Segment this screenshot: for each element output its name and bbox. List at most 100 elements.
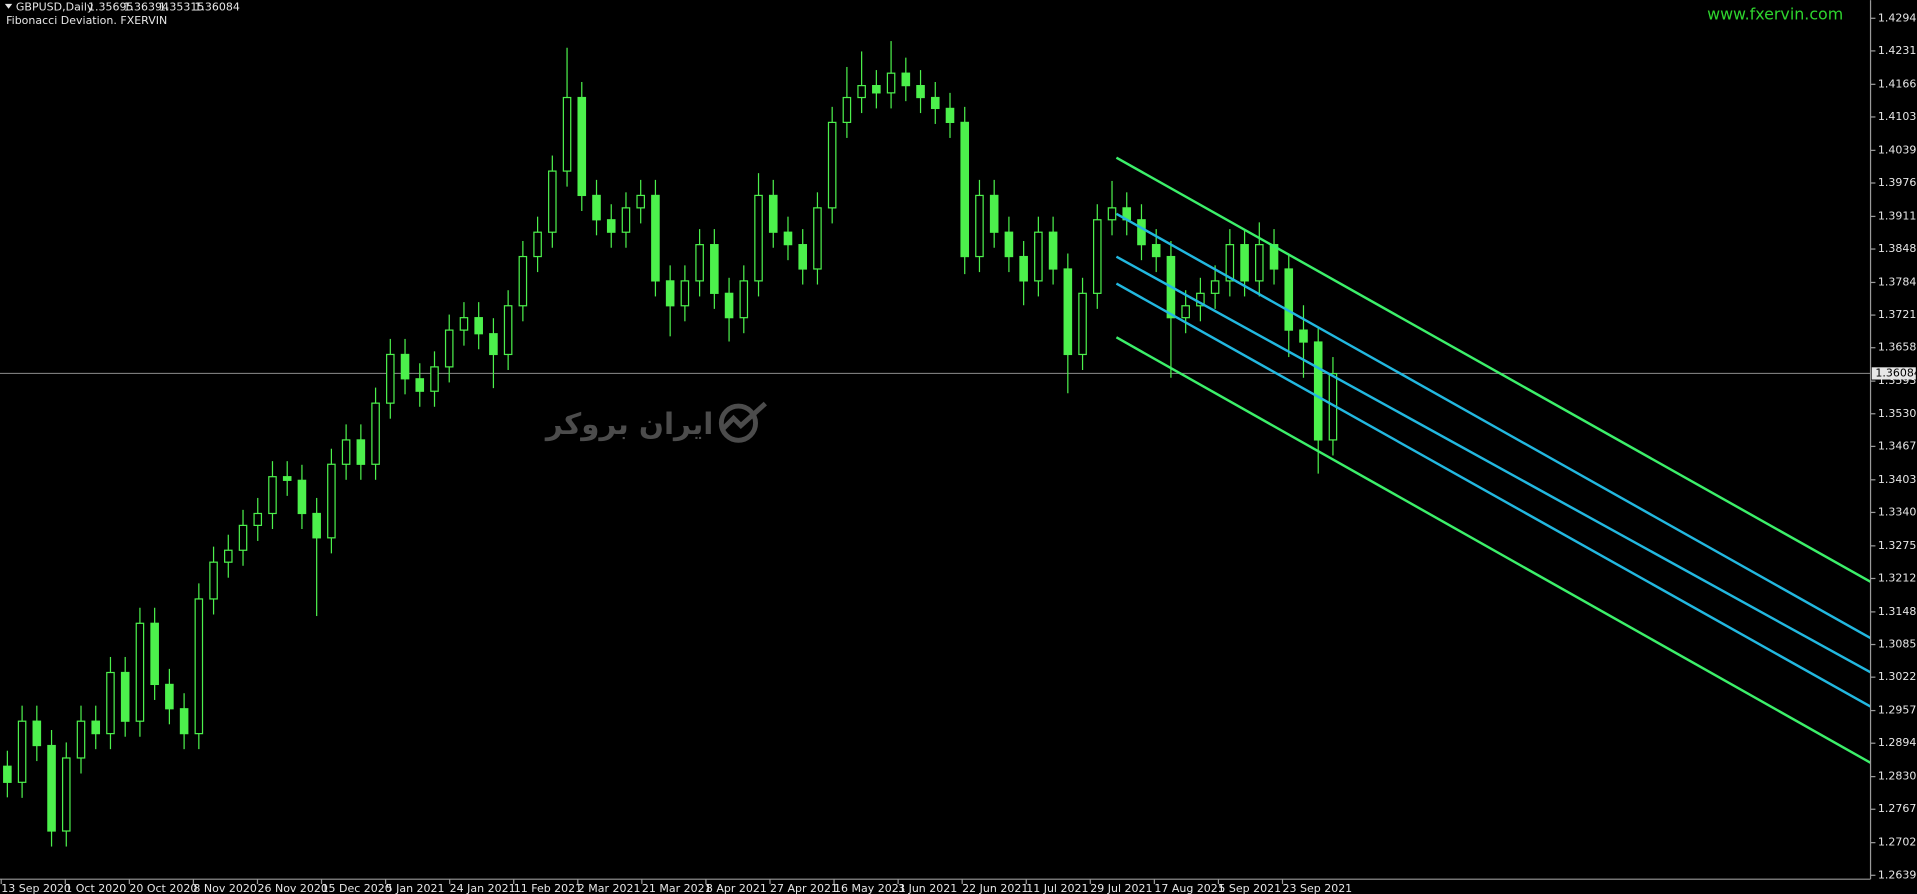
candle-body	[975, 194, 984, 258]
candle-body	[739, 280, 749, 319]
candle-body	[76, 720, 86, 759]
y-tick-label: 1.41665	[1878, 77, 1917, 90]
candle-body	[503, 305, 513, 356]
candle-body	[827, 121, 837, 209]
candle-body	[621, 207, 631, 233]
candle-body	[165, 683, 174, 710]
y-tick-label: 1.39760	[1878, 176, 1917, 189]
channel-line	[1115, 282, 1872, 708]
x-tick-label: 17 Aug 2021	[1154, 882, 1224, 894]
candle-body	[341, 439, 351, 465]
candle-body	[1181, 305, 1190, 319]
candle-body	[710, 244, 719, 294]
candle-body	[371, 402, 380, 465]
candle-body	[651, 194, 660, 282]
candle-body	[945, 107, 955, 124]
candle-body	[1240, 244, 1249, 282]
plot-area	[0, 41, 1872, 847]
x-tick-label: 5 Jan 2021	[386, 882, 445, 894]
current-price-label: 1.36084	[1875, 366, 1917, 379]
candle-body	[577, 96, 587, 197]
candle-body	[253, 512, 263, 527]
y-tick-label: 1.27670	[1878, 802, 1917, 815]
candle-body	[386, 353, 395, 404]
y-tick-label: 1.32125	[1878, 571, 1917, 584]
candle-body	[135, 622, 145, 722]
candle-body	[459, 317, 469, 331]
candle-body	[1313, 341, 1323, 441]
channel-line	[1115, 255, 1872, 674]
candle-body	[548, 170, 557, 233]
candle-body	[268, 476, 277, 515]
y-tick-label: 1.33400	[1878, 505, 1917, 518]
y-tick-label: 1.42940	[1878, 11, 1917, 24]
candle-body	[533, 231, 542, 258]
watermark-logo	[718, 403, 758, 443]
candle-body	[857, 85, 866, 99]
x-tick-label: 2 Mar 2021	[578, 882, 641, 894]
candle-body	[960, 121, 970, 258]
candle-body	[695, 244, 704, 282]
candle-body	[194, 598, 204, 735]
candle-body	[106, 671, 115, 735]
y-tick-label: 1.31480	[1878, 605, 1917, 618]
y-tick-label: 1.28300	[1878, 770, 1917, 783]
candle-body	[1225, 244, 1235, 282]
x-tick-label: 26 Nov 2020	[257, 882, 327, 894]
x-tick-label: 5 Sep 2021	[1218, 882, 1281, 894]
symbol-title: GBPUSD,Daily	[16, 0, 94, 13]
candle-body	[489, 333, 498, 356]
candle-body	[91, 720, 101, 735]
candle-body	[886, 72, 896, 94]
candle-body	[1299, 329, 1308, 343]
x-tick-label: 16 May 2021	[834, 882, 906, 894]
x-tick-label: 11 Feb 2021	[514, 882, 582, 894]
y-tick-label: 1.37840	[1878, 275, 1917, 288]
candle-body	[872, 85, 881, 94]
candle-body	[680, 280, 690, 307]
y-tick-label: 1.38485	[1878, 242, 1917, 255]
candle-body	[518, 255, 528, 307]
candle-body	[1137, 219, 1146, 246]
y-tick-label: 1.28945	[1878, 736, 1917, 749]
channel-line	[1115, 212, 1872, 640]
menu-arrow[interactable]	[4, 3, 13, 9]
candle-body	[312, 512, 321, 539]
candle-body	[636, 194, 645, 209]
x-tick-label: 11 Jul 2021	[1026, 882, 1088, 894]
candle-body	[930, 96, 940, 110]
y-tick-label: 1.26395	[1878, 868, 1917, 881]
header-low: 1.35315	[159, 0, 205, 13]
candle-body	[1210, 280, 1220, 294]
candle-body	[989, 194, 999, 233]
candle-body	[754, 194, 763, 282]
y-tick-label: 1.39115	[1878, 209, 1917, 222]
candle-body	[1151, 244, 1161, 258]
header-open: 1.35695	[88, 0, 134, 13]
header-close: 1.36084	[194, 0, 240, 13]
y-tick-label: 1.37210	[1878, 308, 1917, 321]
candle-body	[606, 219, 616, 233]
y-tick-label: 1.40390	[1878, 143, 1917, 156]
candle-body	[1107, 207, 1117, 221]
x-tick-label: 15 Dec 2020	[322, 882, 392, 894]
y-tick-label: 1.29575	[1878, 704, 1917, 717]
candle-body	[724, 292, 734, 319]
y-tick-label: 1.27025	[1878, 836, 1917, 849]
channel-line	[1115, 156, 1872, 583]
x-tick-label: 20 Oct 2020	[129, 882, 197, 894]
candle-body	[1048, 231, 1058, 270]
x-tick-label: 22 Jun 2021	[962, 882, 1028, 894]
y-tick-label: 1.36580	[1878, 341, 1917, 354]
candle-body	[1269, 244, 1279, 270]
watermark-logo-arrow	[719, 401, 767, 433]
candle-body	[1063, 268, 1073, 356]
candle-body	[430, 366, 439, 392]
candle-body	[17, 720, 27, 783]
candle-body	[238, 524, 248, 551]
candle-body	[282, 476, 292, 481]
candle-body	[1255, 244, 1264, 282]
